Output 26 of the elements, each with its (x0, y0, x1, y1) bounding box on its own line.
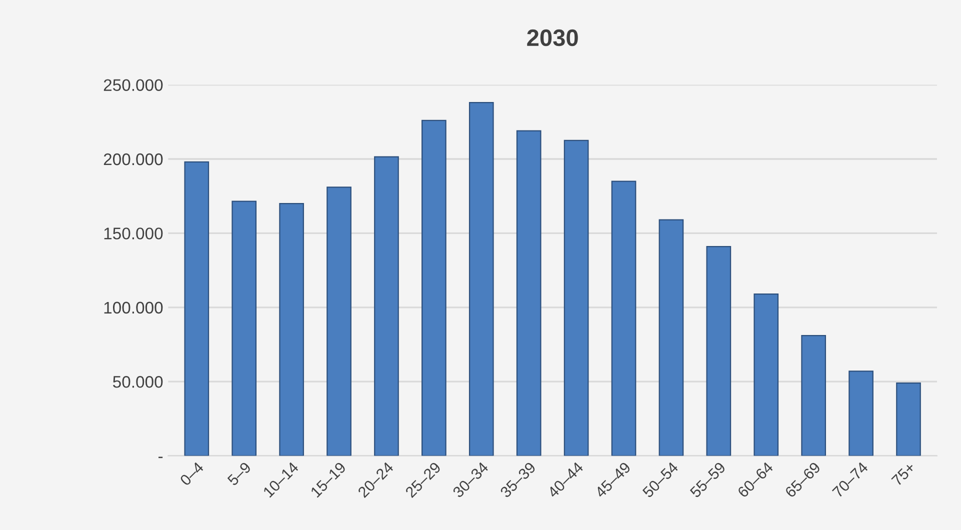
y-tick-label: 250.000 (104, 79, 163, 92)
bar (279, 202, 304, 456)
bar (706, 246, 732, 456)
y-tick-label: 50.000 (113, 376, 163, 388)
bar (564, 140, 589, 456)
y-tick-label: 200.000 (104, 153, 163, 166)
bar (232, 200, 257, 456)
bar (801, 335, 826, 456)
bar (611, 180, 636, 456)
bar (658, 219, 684, 456)
x-tick-label: 0–4 (179, 461, 204, 486)
y-tick-label: 100.000 (104, 302, 163, 314)
bar (374, 156, 399, 456)
bar (184, 161, 210, 456)
x-tick-label: 75+ (891, 462, 916, 486)
bar (422, 120, 446, 456)
bar (516, 130, 542, 456)
x-tick-label: 5–9 (226, 461, 252, 486)
y-tick-label: - (158, 456, 163, 458)
bar (896, 382, 921, 456)
chart-title: 2030 (527, 29, 578, 46)
bar (326, 186, 352, 456)
bar (754, 293, 779, 456)
bar (848, 370, 874, 456)
bar (468, 102, 494, 456)
y-tick-label: 150.000 (104, 228, 163, 240)
